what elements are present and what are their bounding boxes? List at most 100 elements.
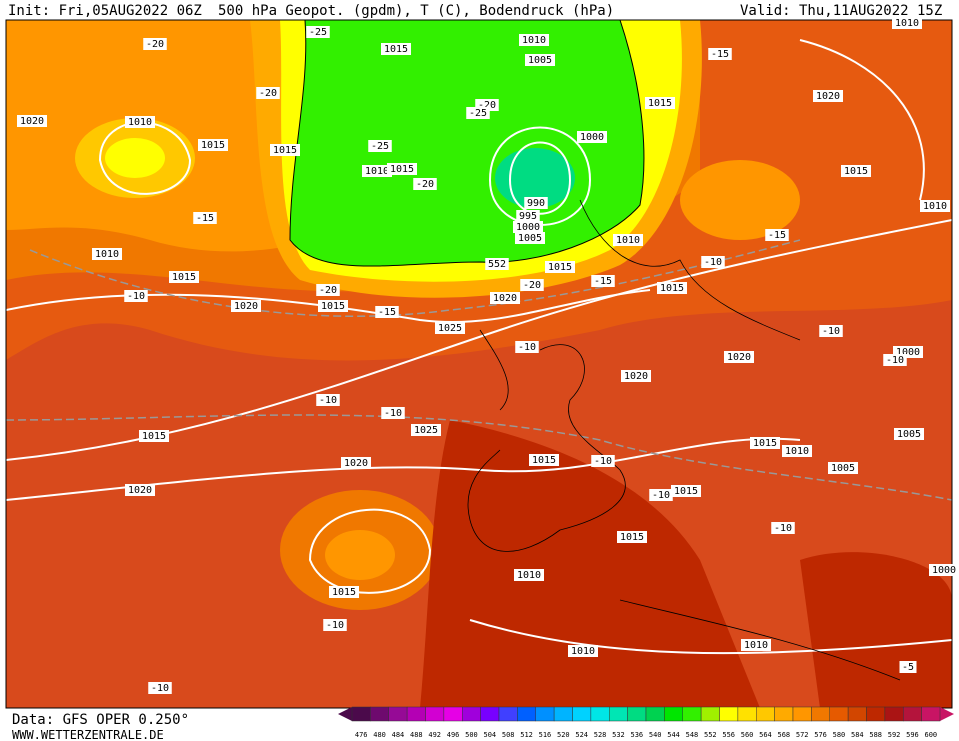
contour-label: -10 [886, 355, 904, 366]
colorbar-swatch [756, 706, 775, 722]
label-box [613, 234, 643, 246]
contour-label: 1015 [648, 98, 672, 109]
label-box [513, 221, 543, 233]
contour-label: -10 [774, 523, 792, 534]
colorbar-swatch [590, 706, 610, 722]
label-box [765, 229, 789, 241]
label-box [828, 462, 858, 474]
label-box [143, 38, 167, 50]
colorbar-label: 484 [392, 731, 405, 739]
contour-label: -15 [768, 230, 786, 241]
label-box [316, 284, 340, 296]
contour-label: 1015 [273, 145, 297, 156]
contour-label: -5 [902, 662, 914, 673]
contour-label: 1015 [390, 164, 414, 175]
contour-label: 1000 [896, 347, 920, 358]
colorbar-label: 508 [502, 731, 515, 739]
contour-label: 1015 [332, 587, 356, 598]
label-box [381, 407, 405, 419]
contour-label: -10 [319, 395, 337, 406]
contour-label: 1015 [532, 455, 556, 466]
contour-label: 1010 [923, 201, 947, 212]
contour-label: -10 [384, 408, 402, 419]
label-box [341, 457, 371, 469]
contour-label: 1010 [522, 35, 546, 46]
label-box [617, 531, 647, 543]
label-box [515, 341, 539, 353]
colorbar-label: 568 [777, 731, 790, 739]
label-box [362, 165, 392, 177]
contour-label: -10 [326, 620, 344, 631]
label-box [124, 290, 148, 302]
label-box [516, 210, 540, 222]
label-box [193, 212, 217, 224]
contour-label: 1020 [234, 301, 258, 312]
label-box [892, 17, 922, 29]
label-box [17, 115, 47, 127]
label-box [381, 43, 411, 55]
label-box [490, 292, 520, 304]
contour-label: -25 [469, 108, 487, 119]
contour-label: 995 [519, 211, 537, 222]
contour-label: 1000 [516, 222, 540, 233]
label-box [323, 619, 347, 631]
label-box [148, 682, 172, 694]
contour-label: 1025 [414, 425, 438, 436]
contour-label: 1020 [624, 371, 648, 382]
contour-label: -10 [594, 456, 612, 467]
contour-label: 1015 [201, 140, 225, 151]
contour-label: 1015 [620, 532, 644, 543]
valid-time: Valid: Thu,11AUG2022 15Z [740, 3, 942, 19]
colorbar-label: 524 [575, 731, 588, 739]
contour-label: 1015 [142, 431, 166, 442]
colorbar-swatch [700, 706, 720, 722]
label-box [621, 370, 651, 382]
colorbar-label: 560 [741, 731, 754, 739]
label-box [368, 140, 392, 152]
contour-label: 1020 [20, 116, 44, 127]
contour-label: 1000 [580, 132, 604, 143]
contour-label: 1005 [897, 429, 921, 440]
label-box [411, 424, 441, 436]
contour-label: 1015 [674, 486, 698, 497]
colorbar-swatch [664, 706, 683, 722]
label-box [568, 645, 598, 657]
map-title: 500 hPa Geopot. (gpdm), T (C), Bodendruc… [218, 3, 614, 19]
contour-label: 1020 [727, 352, 751, 363]
contour-label: 1020 [816, 91, 840, 102]
contour-label: 1015 [384, 44, 408, 55]
data-source: Data: GFS OPER 0.250° [12, 712, 189, 728]
colorbar-swatch [517, 706, 536, 722]
colorbar-swatch [535, 706, 555, 722]
label-box [724, 351, 754, 363]
label-box [524, 197, 548, 209]
contour-label: -15 [378, 307, 396, 318]
label-box [256, 87, 280, 99]
label-box [270, 144, 300, 156]
colorbar-label: 528 [594, 731, 607, 739]
label-box [520, 279, 544, 291]
colorbar-label: 480 [373, 731, 386, 739]
colorbar-label: 500 [465, 731, 478, 739]
label-box [545, 261, 575, 273]
contour-label: -20 [478, 100, 496, 111]
label-box [413, 178, 437, 190]
colorbar-label: 572 [796, 731, 809, 739]
label-box [841, 165, 871, 177]
colorbar-label: 532 [612, 731, 625, 739]
contour-label: 1025 [438, 323, 462, 334]
colorbar-label: 540 [649, 731, 662, 739]
contour-label: 1015 [844, 166, 868, 177]
colorbar-swatch [462, 706, 481, 722]
contour-label: 1015 [660, 283, 684, 294]
label-box [920, 200, 950, 212]
contour-label: 1010 [571, 646, 595, 657]
contour-label: -10 [518, 342, 536, 353]
colorbar-label: 492 [428, 731, 441, 739]
colorbar-swatch [370, 706, 389, 722]
colorbar-label: 584 [851, 731, 864, 739]
contour-label: -10 [652, 490, 670, 501]
